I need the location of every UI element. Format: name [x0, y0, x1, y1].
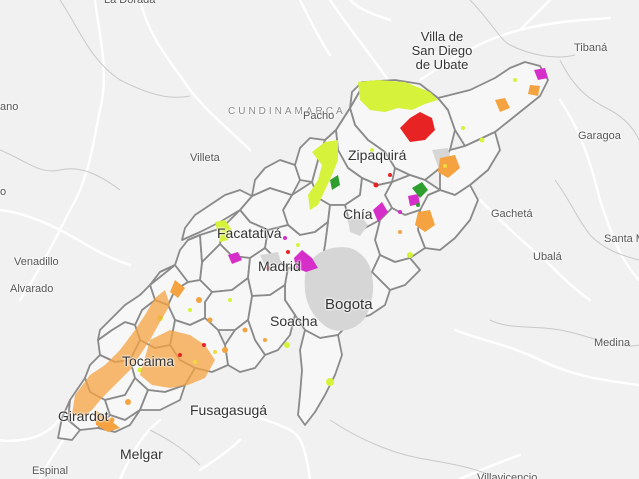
place-label-tibana: Tibaná: [574, 42, 608, 54]
place-label-ubate: Villa de San Diego de Ubate: [402, 30, 482, 72]
place-label-alvarado: Alvarado: [10, 283, 54, 295]
place-label-espinal: Espinal: [32, 465, 69, 477]
place-label-partial-left-2: o: [0, 186, 7, 198]
place-label-villeta: Villeta: [190, 152, 220, 164]
place-label-ubate-text: Villa de San Diego de Ubate: [411, 29, 473, 72]
region-label: CUNDINAMARCA: [228, 106, 346, 117]
place-label-ubala: Ubalá: [533, 251, 562, 263]
place-label-la-dorada: La Dorada: [104, 0, 156, 6]
place-label-girardot: Girardot: [58, 408, 109, 424]
place-label-fusagasuga: Fusagasugá: [190, 402, 268, 418]
place-label-gacheta: Gachetá: [491, 208, 533, 220]
place-label-chia: Chía: [343, 206, 373, 222]
place-label-madrid: Madrid: [258, 258, 301, 274]
place-label-villavicencio: Villavicencio: [477, 472, 538, 479]
place-label-bogota: Bogota: [325, 296, 373, 313]
place-label-pacho: Pacho: [303, 110, 335, 122]
magenta-zones: [228, 68, 548, 272]
red-zones: [178, 112, 435, 357]
yellow-zones: [193, 164, 447, 364]
place-label-venadillo: Venadillo: [14, 256, 59, 268]
place-label-santa-maria: Santa María: [604, 233, 639, 245]
place-label-facatativa: Facatativá: [217, 225, 282, 241]
place-label-tocaima: Tocaima: [122, 353, 175, 369]
green-zones: [330, 175, 428, 207]
place-label-melgar: Melgar: [120, 446, 163, 462]
place-label-garagoa: Garagoa: [578, 130, 621, 142]
place-label-partial-left-1: ano: [0, 101, 19, 113]
place-label-soacha: Soacha: [270, 313, 318, 329]
place-label-medina: Medina: [594, 337, 631, 349]
place-label-zipaquira: Zipaquirá: [348, 147, 407, 163]
orange-zones: [72, 85, 540, 432]
